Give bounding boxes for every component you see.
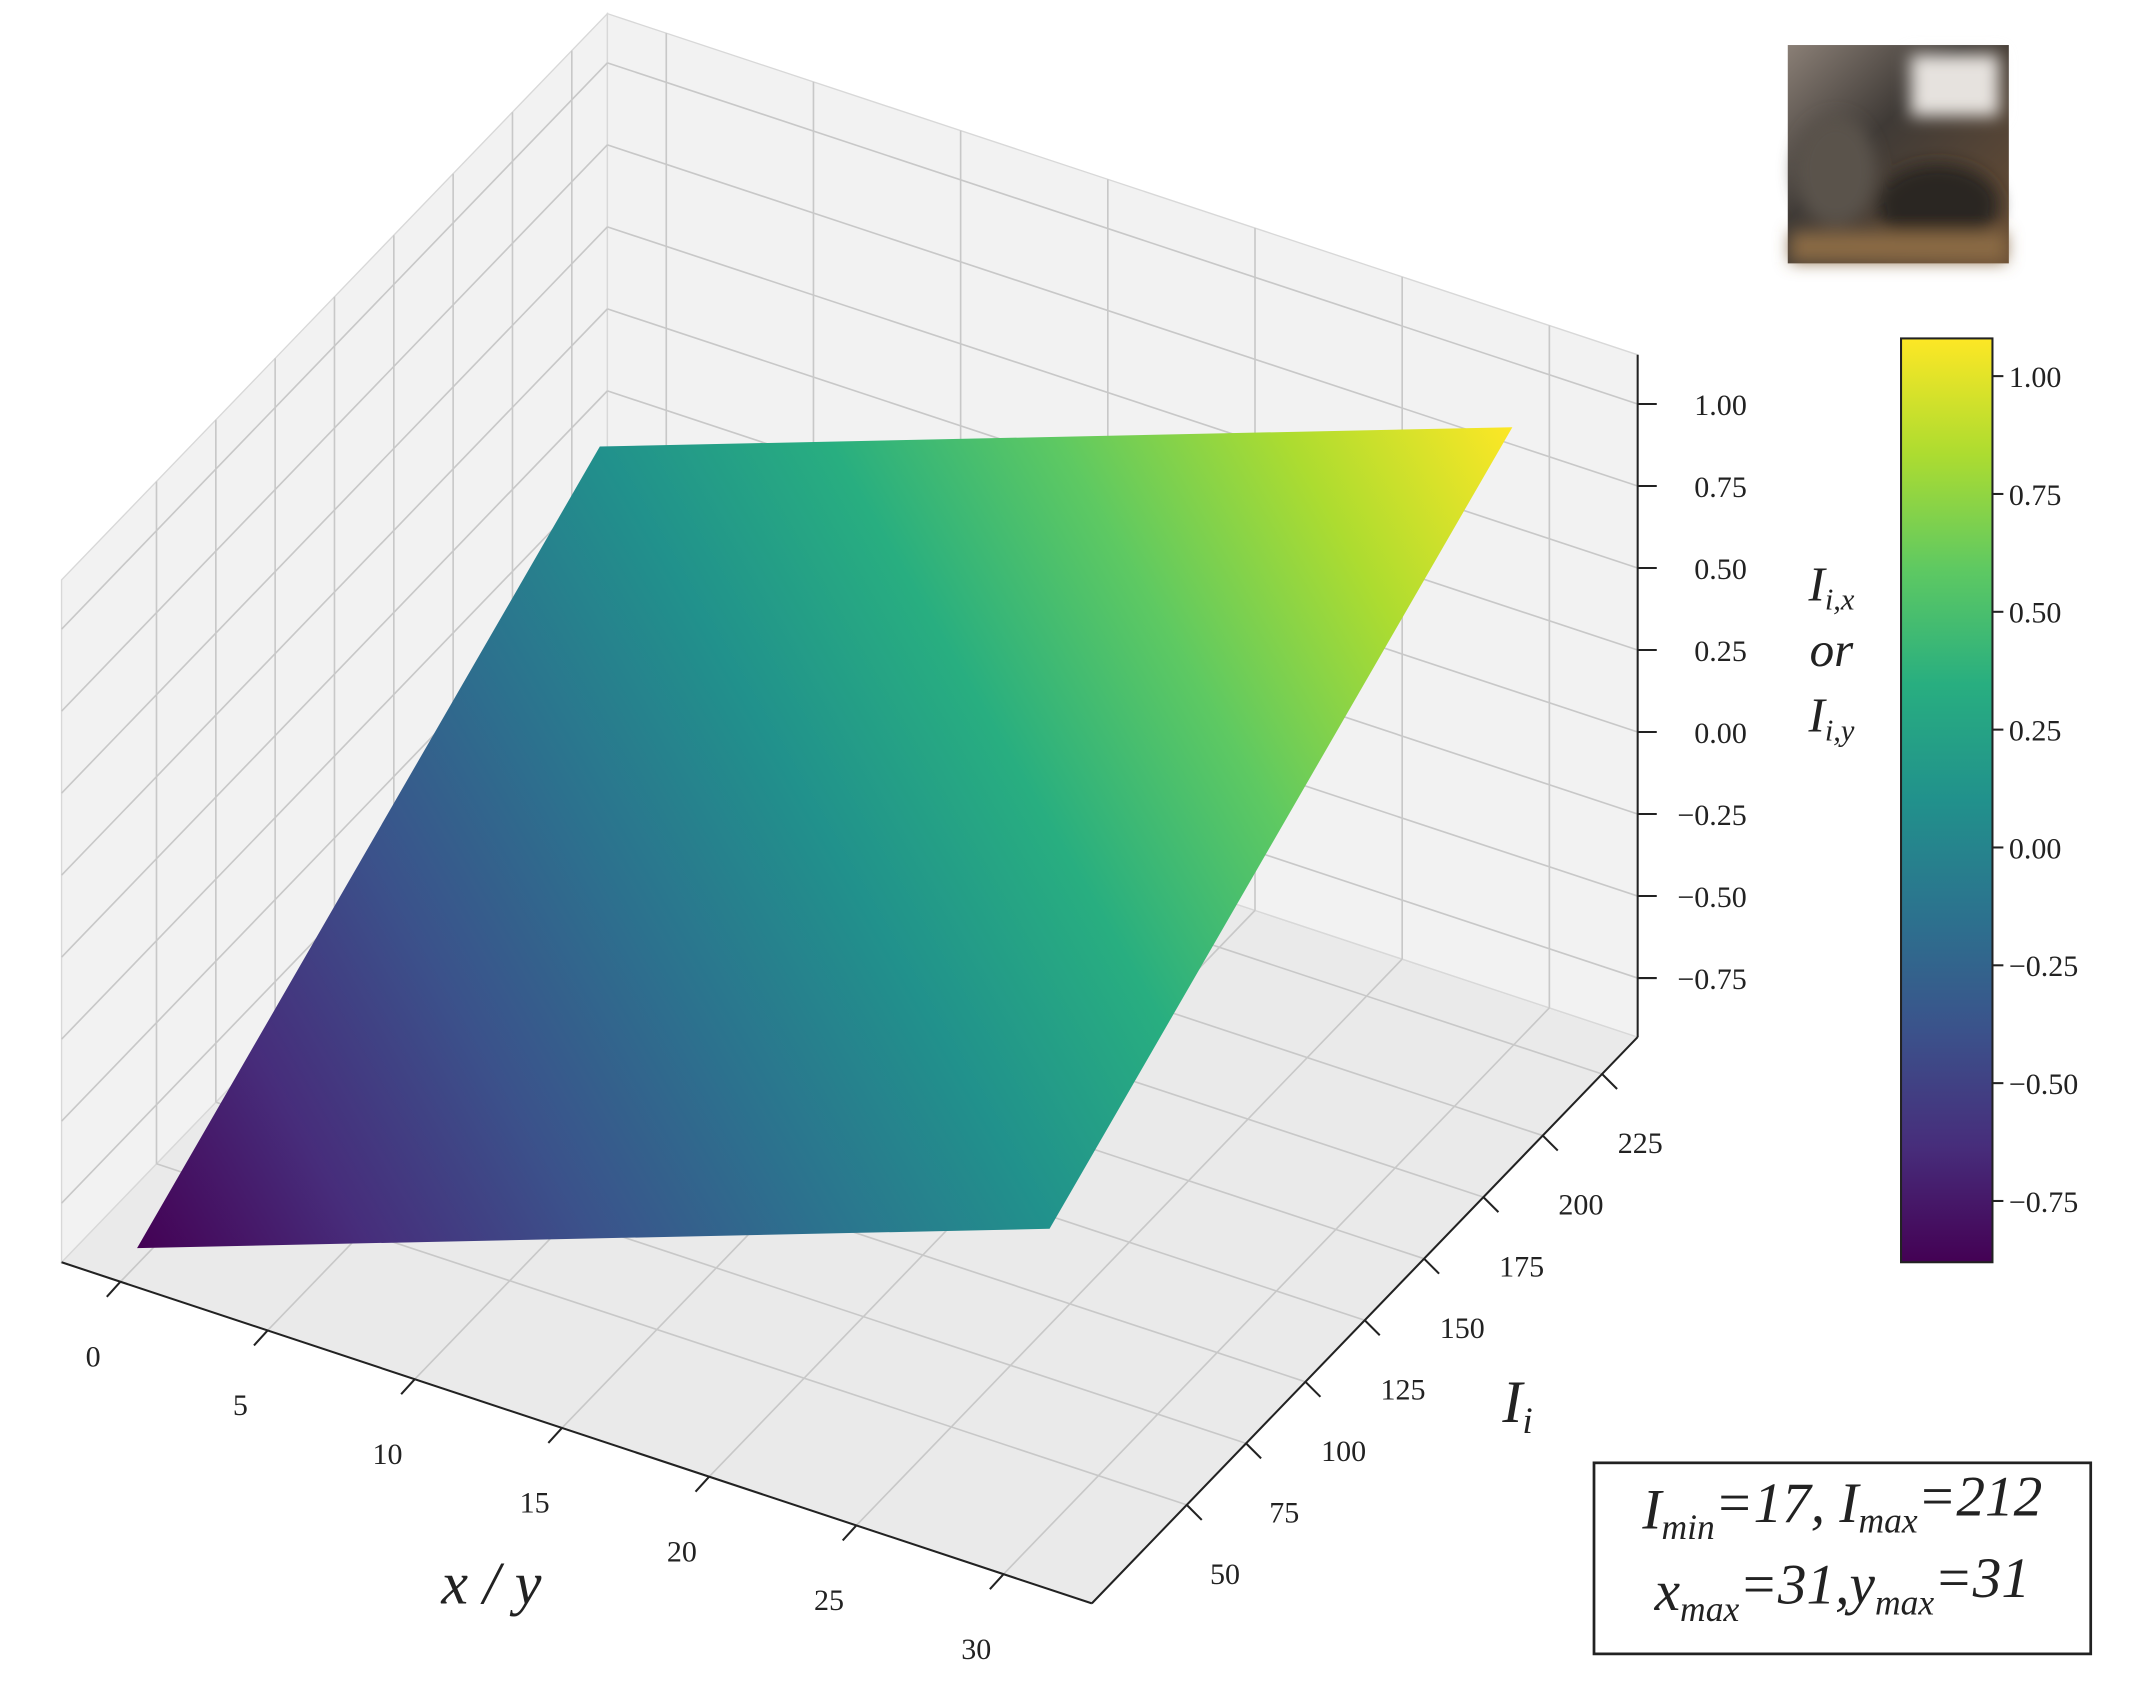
z-axis-label: Ii,x xyxy=(1807,556,1854,616)
label-part: i,y xyxy=(1825,714,1855,748)
label-part: =17, I xyxy=(1715,1472,1862,1535)
y-tick-label: 100 xyxy=(1321,1435,1366,1468)
y-tick-label: 75 xyxy=(1269,1496,1299,1529)
label-part: max xyxy=(1875,1582,1934,1622)
y-tick xyxy=(1601,1073,1618,1090)
label-part: i xyxy=(1522,1401,1532,1442)
annotation: xmax=31,ymax=31 xyxy=(1654,1547,2030,1629)
annotation-box xyxy=(1592,1461,2093,1656)
x-tick xyxy=(400,1378,416,1395)
label-part: I xyxy=(1807,556,1827,611)
z-tick-label: 0.25 xyxy=(1694,635,1747,668)
x-tick-label: 15 xyxy=(520,1487,550,1520)
y-tick xyxy=(1482,1196,1500,1213)
z-tick-label: 1.00 xyxy=(1694,389,1747,422)
z-tick-label: 0.50 xyxy=(1694,553,1747,586)
colorbar-tick-label: 1.00 xyxy=(2009,361,2062,394)
y-tick-label: 200 xyxy=(1558,1189,1603,1222)
z-axis-label: Ii,y xyxy=(1807,687,1854,747)
label-part: I xyxy=(1641,1478,1664,1541)
y-tick-label: 225 xyxy=(1618,1127,1663,1160)
x-tick-label: 30 xyxy=(961,1633,991,1666)
y-tick-label: 175 xyxy=(1499,1250,1544,1283)
grid-line xyxy=(60,472,608,1040)
annotation: Imin=17, Imax=212 xyxy=(1641,1465,2042,1547)
colorbar-tick-label: −0.75 xyxy=(2009,1186,2078,1219)
z-tick-label: −0.50 xyxy=(1677,881,1746,914)
x-tick xyxy=(253,1329,269,1347)
label-part: i,x xyxy=(1825,583,1855,617)
colorbar-tick-label: 0.50 xyxy=(2009,597,2062,630)
label-part: x xyxy=(1654,1560,1681,1623)
x-tick xyxy=(989,1573,1005,1590)
x-tick-label: 20 xyxy=(667,1535,697,1568)
colorbar xyxy=(1900,337,1994,1264)
y-tick xyxy=(1245,1442,1262,1460)
label-part: I xyxy=(1807,687,1827,742)
label-part: or xyxy=(1810,622,1855,677)
x-tick xyxy=(694,1475,710,1493)
y-axis-label: Ii xyxy=(1501,1368,1532,1442)
x-tick-label: 0 xyxy=(86,1340,101,1373)
z-tick-label: −0.75 xyxy=(1677,963,1746,996)
y-tick-label: 150 xyxy=(1440,1312,1485,1345)
label-part: max xyxy=(1858,1500,1917,1540)
label-part: min xyxy=(1662,1507,1715,1547)
axis-line xyxy=(1091,1036,1639,1605)
y-tick xyxy=(1304,1381,1322,1398)
x-tick-label: 10 xyxy=(373,1438,403,1471)
z-axis-label: or xyxy=(1810,622,1855,677)
x-tick xyxy=(106,1281,122,1298)
z-tick-label: 0.00 xyxy=(1694,717,1747,750)
y-tick xyxy=(1364,1319,1381,1336)
x-tick xyxy=(547,1427,563,1444)
grid-line xyxy=(60,390,608,958)
label-part: I xyxy=(1501,1368,1525,1435)
grid-line xyxy=(60,144,608,712)
x-tick-label: 5 xyxy=(233,1389,248,1422)
z-tick-label: 0.75 xyxy=(1694,471,1747,504)
y-tick xyxy=(1423,1257,1440,1275)
x-tick-label: 25 xyxy=(814,1584,844,1617)
y-tick xyxy=(1542,1134,1559,1152)
label-part: =212 xyxy=(1918,1465,2043,1528)
label-part: =31,y xyxy=(1739,1554,1875,1617)
grid-line xyxy=(607,226,1638,569)
grid-line xyxy=(60,62,608,630)
surface xyxy=(137,427,1513,1249)
colorbar-tick-label: −0.25 xyxy=(2009,950,2078,983)
label-part: =31 xyxy=(1934,1547,2030,1610)
colorbar-tick-label: −0.50 xyxy=(2009,1068,2078,1101)
x-axis-label: x / y xyxy=(440,1549,541,1616)
label-part: x / y xyxy=(440,1549,541,1616)
x-tick xyxy=(841,1524,858,1542)
y-tick xyxy=(1186,1504,1203,1521)
colorbar-tick-label: 0.00 xyxy=(2009,832,2062,865)
y-tick-label: 125 xyxy=(1380,1373,1425,1406)
z-tick-label: −0.25 xyxy=(1677,799,1746,832)
colorbar-tick-label: 0.75 xyxy=(2009,479,2062,512)
grid-line xyxy=(607,62,1638,405)
label-part: max xyxy=(1680,1589,1739,1629)
axis-line xyxy=(61,1261,1093,1605)
thumbnail xyxy=(1787,45,2009,264)
y-tick-label: 50 xyxy=(1210,1558,1240,1591)
colorbar-tick-label: 0.25 xyxy=(2009,715,2062,748)
grid-line xyxy=(60,308,608,876)
grid-line xyxy=(60,226,608,794)
